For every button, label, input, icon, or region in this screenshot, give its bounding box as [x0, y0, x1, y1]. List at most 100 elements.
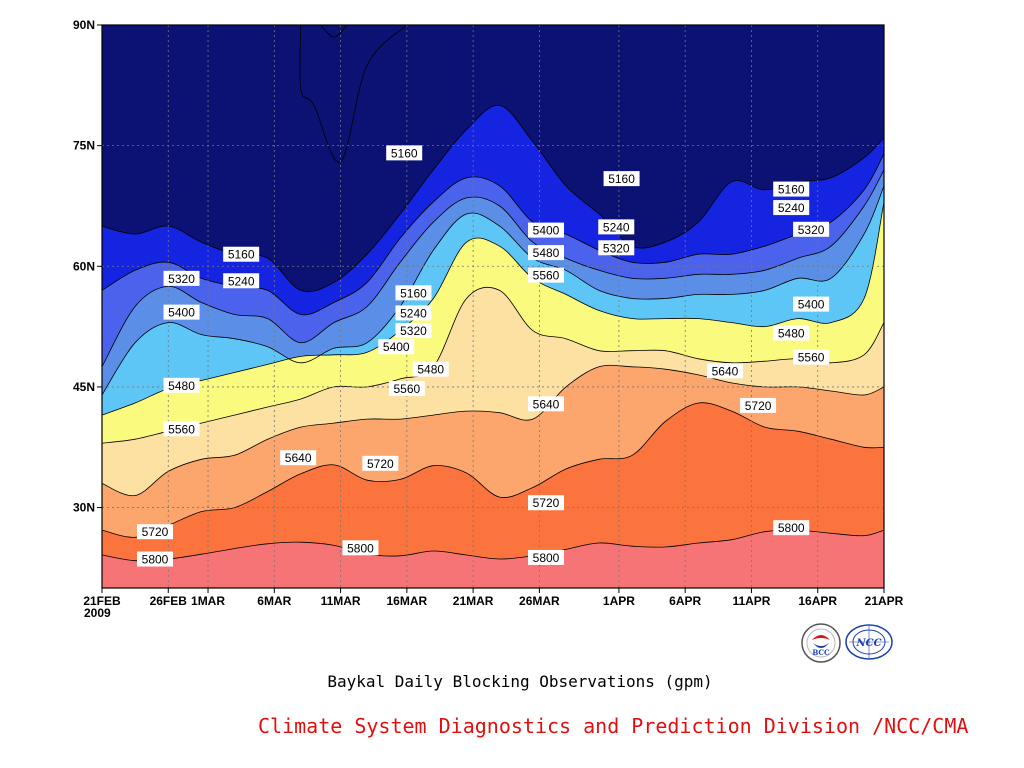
contour-label-text: 5480: [533, 246, 560, 260]
cell-5160-1: [319, 24, 349, 38]
contour-label: 5480: [412, 361, 449, 377]
contour-label-text: 5320: [603, 241, 630, 255]
contour-label-text: 5560: [533, 269, 560, 283]
x-tick-label: 6MAR: [257, 594, 291, 608]
cell-5160-0: [299, 24, 408, 163]
contour-label-text: 5560: [393, 382, 420, 396]
y-tick-label: 30N: [73, 501, 95, 515]
y-tick-label: 60N: [73, 259, 95, 273]
x-tick-label: 21FEB: [83, 594, 121, 608]
x-axis-ticks: 21FEB 26FEB 1MAR 6MAR 11MAR 16MAR 21MAR 26MAR 1A…: [83, 588, 904, 608]
contour-line-5720: [101, 402, 885, 538]
contour-label: 5480: [773, 325, 810, 341]
contour-label: 5320: [598, 240, 635, 256]
contour-label-text: 5800: [778, 521, 805, 535]
contour-line-5640: [101, 364, 885, 497]
contour-label: 5640: [528, 396, 565, 412]
contour-label: 5800: [137, 551, 174, 567]
y-tick-label: 90N: [73, 18, 95, 32]
contour-label-text: 5640: [285, 451, 312, 465]
contour-label-text: 5240: [228, 274, 255, 288]
contour-label: 5320: [793, 221, 830, 237]
contour-label: 5720: [528, 495, 565, 511]
contour-label-text: 5400: [533, 224, 560, 238]
contour-label-text: 5720: [533, 496, 560, 510]
contour-label: 5240: [223, 273, 260, 289]
contour-label-text: 5320: [168, 272, 195, 286]
x-tick-label: 26MAR: [519, 594, 560, 608]
contour-label: 5800: [528, 549, 565, 565]
x-tick-label: 6APR: [669, 594, 701, 608]
contour-label-text: 5720: [142, 525, 169, 539]
contour-label: 5720: [740, 397, 777, 413]
contour-label-text: 5720: [745, 399, 772, 413]
contour-label: 5480: [528, 245, 565, 261]
contour-label: 5560: [163, 421, 200, 437]
x-tick-label: 26FEB: [150, 594, 188, 608]
contour-label: 5320: [163, 270, 200, 286]
contour-label-text: 5240: [778, 201, 805, 215]
svg-text:NCC: NCC: [855, 638, 881, 649]
x-tick-label: 1APR: [603, 594, 635, 608]
contour-label-text: 5800: [347, 541, 374, 555]
contour-label-text: 5720: [367, 457, 394, 471]
contour-line-5320: [101, 169, 885, 367]
credit-line: Climate System Diagnostics and Predictio…: [258, 714, 969, 738]
svg-text:BCC: BCC: [812, 648, 830, 657]
x-tick-label: 11MAR: [321, 594, 361, 608]
x-tick-label: 1MAR: [191, 594, 225, 608]
contour-labels: 5160 5240 5320 5400 5480 5560 5640 5720 5800 5800…: [137, 145, 830, 567]
contour-label: 5240: [395, 305, 432, 321]
y-axis-ticks: 30N 45N 60N 75N 90N: [73, 18, 102, 515]
contour-label-text: 5160: [400, 286, 427, 300]
contour-label: 5240: [773, 200, 810, 216]
contour-label: 5640: [280, 450, 317, 466]
x-tick-label: 16APR: [798, 594, 837, 608]
contour-label-text: 5560: [798, 351, 825, 365]
contour-line-5560: [101, 286, 885, 444]
contour-label: 5400: [378, 339, 415, 355]
ncc-logo: NCC: [845, 624, 893, 660]
contour-label: 5800: [773, 520, 810, 536]
contour-fill-bands: [102, 24, 884, 589]
contour-label: 5560: [528, 267, 565, 283]
contour-label: 5800: [342, 540, 379, 556]
contour-label-text: 5240: [400, 306, 427, 320]
contour-label-text: 5800: [142, 553, 169, 567]
x-tick-label: 21APR: [865, 594, 904, 608]
contour-label: 5720: [362, 455, 399, 471]
contour-label-text: 5560: [168, 422, 195, 436]
contour-label: 5160: [773, 181, 810, 197]
contour-label: 5560: [388, 381, 425, 397]
contour-label: 5400: [793, 296, 830, 312]
contour-label: 5160: [603, 171, 640, 187]
y-tick-label: 45N: [73, 380, 95, 394]
x-tick-label: 21MAR: [453, 594, 494, 608]
contour-label-text: 5480: [168, 379, 195, 393]
contour-label-text: 5160: [608, 172, 635, 186]
plot-frame: [101, 24, 885, 589]
contour-label-text: 5400: [798, 298, 825, 312]
contour-label-text: 5160: [228, 248, 255, 262]
contour-label-text: 5640: [533, 397, 560, 411]
contour-label-text: 5240: [603, 220, 630, 234]
contour-label-text: 5800: [533, 551, 560, 565]
contour-line-5800: [101, 529, 885, 562]
contour-label-text: 5320: [798, 223, 825, 237]
contour-label: 5400: [163, 304, 200, 320]
contour-label: 5640: [706, 363, 743, 379]
contour-label: 5160: [395, 285, 432, 301]
contour-label-text: 5640: [712, 364, 739, 378]
contour-label: 5560: [793, 349, 830, 365]
contour-label-text: 5400: [168, 306, 195, 320]
contour-label: 5160: [223, 246, 260, 262]
chart-title: Baykal Daily Blocking Observations (gpm): [327, 672, 713, 691]
band-fill-5720: [102, 402, 884, 588]
contour-label: 5320: [395, 323, 432, 339]
contour-label-text: 5320: [400, 324, 427, 338]
x-tick-label: 16MAR: [387, 594, 428, 608]
contour-label: 5480: [163, 377, 200, 393]
contour-label: 5400: [528, 222, 565, 238]
contour-line-5400: [101, 185, 885, 396]
x-year-label: 2009: [84, 606, 111, 620]
